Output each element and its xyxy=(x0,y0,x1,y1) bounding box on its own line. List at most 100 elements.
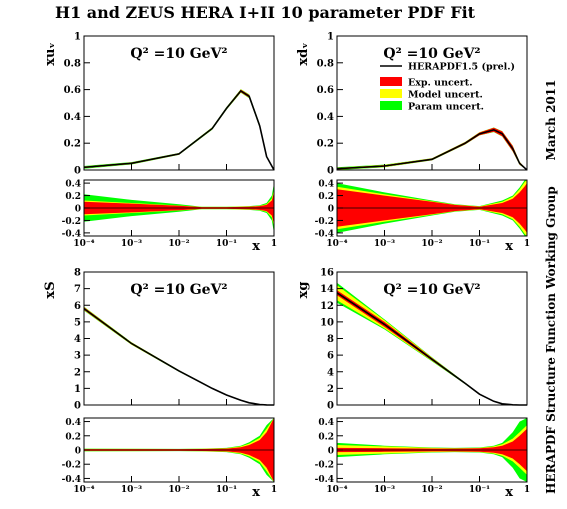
xtick-label: 10⁻¹ xyxy=(469,485,490,495)
ytick-label: 0.8 xyxy=(64,58,81,69)
panel-7: -0.4 -0.2 0 0.2 0.4 10⁻⁴ 10⁻³ 10⁻² 10⁻¹ 1 x xyxy=(315,417,530,500)
ytick-label: 1 xyxy=(74,32,81,43)
q2-label: Q² =10 GeV² xyxy=(383,282,480,298)
ytick-label: -0.4 xyxy=(315,475,334,485)
ytick-label: 0 xyxy=(75,447,81,457)
x-axis-label: x xyxy=(505,239,513,254)
legend-swatch-param xyxy=(380,101,402,110)
xtick-label: 10⁻² xyxy=(421,239,442,249)
ytick-label: -0.4 xyxy=(62,475,81,485)
ytick-label: 0.2 xyxy=(318,192,334,202)
band-exp-1 xyxy=(337,127,527,170)
ytick-label: -0.4 xyxy=(315,229,334,239)
xtick-label: 10⁻¹ xyxy=(469,239,490,249)
ytick-label: 2 xyxy=(74,367,81,378)
y-axis-label: xdᵥ xyxy=(296,42,311,65)
legend-label-exp: Exp. uncert. xyxy=(408,78,473,89)
xtick-label: 10⁻³ xyxy=(374,239,395,249)
ytick-label: 0.4 xyxy=(318,180,334,190)
central-line-2 xyxy=(83,307,275,406)
xtick-label: 10⁻⁴ xyxy=(73,239,94,249)
ytick-label: -0.2 xyxy=(315,461,334,471)
ytick-label: 2 xyxy=(327,384,334,395)
ytick-label: 0.4 xyxy=(64,112,81,123)
panel-1: 0 0.2 0.4 0.6 0.8 1 xdᵥ Q² =10 GeV² xyxy=(296,32,528,177)
legend-label-param: Param uncert. xyxy=(408,102,484,113)
legend-swatch-model xyxy=(380,89,402,98)
ytick-label: 7 xyxy=(74,284,81,295)
legend-swatch-exp xyxy=(380,77,402,86)
panel-5: -0.4 -0.2 0 0.2 0.4 10⁻⁴ 10⁻³ 10⁻² 10⁻¹ 1 x xyxy=(315,179,530,254)
panels: 0 0.2 0.4 0.6 0.8 1 xuᵥ Q² =10 GeV² 0 0.2 0.4 0.6 0.… xyxy=(43,32,530,501)
x-axis-label: x xyxy=(252,485,260,500)
ytick-label: 16 xyxy=(320,268,334,279)
ytick-label: 6 xyxy=(327,351,334,362)
ytick-label: 0 xyxy=(327,401,334,412)
ytick-label: -0.2 xyxy=(62,461,81,471)
xtick-label: 1 xyxy=(524,239,530,249)
ytick-label: 3 xyxy=(74,351,81,362)
band-param-3 xyxy=(337,282,527,405)
xtick-label: 10⁻¹ xyxy=(216,239,237,249)
ytick-label: 0.4 xyxy=(317,112,334,123)
ytick-label: 5 xyxy=(74,317,81,328)
ytick-label: 6 xyxy=(74,301,81,312)
ytick-label: 0.2 xyxy=(65,192,81,202)
panel-0: 0 0.2 0.4 0.6 0.8 1 xuᵥ Q² =10 GeV² xyxy=(43,32,275,177)
ytick-label: 0.6 xyxy=(64,85,81,96)
q2-label: Q² =10 GeV² xyxy=(383,46,480,62)
q2-label: Q² =10 GeV² xyxy=(130,46,227,62)
band-exp-2 xyxy=(84,307,274,405)
ytick-label: 0 xyxy=(328,205,334,215)
ytick-label: 0.4 xyxy=(65,180,81,190)
xtick-label: 10⁻⁴ xyxy=(73,485,94,495)
xtick-label: 10⁻¹ xyxy=(216,485,237,495)
ytick-label: 0 xyxy=(75,205,81,215)
panel-3: 0 2 4 6 8 10 12 14 16 xg Q² =10 GeV² xyxy=(296,268,528,412)
side-text-top: March 2011 xyxy=(544,80,558,161)
x-axis-label: x xyxy=(505,485,513,500)
xtick-label: 10⁻² xyxy=(168,239,189,249)
xtick-label: 10⁻³ xyxy=(121,239,142,249)
ytick-label: 4 xyxy=(74,334,81,345)
ytick-label: 8 xyxy=(74,268,81,279)
band-model-3 xyxy=(337,285,527,405)
ytick-label: 0.2 xyxy=(64,139,81,150)
ytick-label: 0 xyxy=(327,166,334,177)
xtick-label: 10⁻³ xyxy=(374,485,395,495)
ytick-label: 8 xyxy=(327,334,334,345)
panel-4: -0.4 -0.2 0 0.2 0.4 10⁻⁴ 10⁻³ 10⁻² 10⁻¹ 1 x xyxy=(62,179,277,254)
panel-2: 0 1 2 3 4 5 6 7 8 xS Q² =10 GeV² xyxy=(43,268,275,412)
ytick-label: 0.8 xyxy=(317,58,334,69)
ytick-label: 0.6 xyxy=(317,85,334,96)
xtick-label: 1 xyxy=(271,239,277,249)
ytick-label: 0 xyxy=(328,447,334,457)
ytick-label: 14 xyxy=(320,284,334,295)
central-line-1 xyxy=(336,128,528,171)
panel-6: -0.4 -0.2 0 0.2 0.4 10⁻⁴ 10⁻³ 10⁻² 10⁻¹ 1 x xyxy=(62,417,277,500)
ytick-label: 0.4 xyxy=(318,418,334,428)
xtick-label: 10⁻² xyxy=(168,485,189,495)
legend-label-central: HERAPDF1.5 (prel.) xyxy=(408,62,515,73)
q2-label: Q² =10 GeV² xyxy=(130,282,227,298)
y-axis-label: xuᵥ xyxy=(43,42,58,66)
ytick-label: 10 xyxy=(320,317,334,328)
x-axis-label: x xyxy=(252,239,260,254)
band-param-0 xyxy=(84,89,274,170)
band-exp-0 xyxy=(84,89,274,170)
side-text-bottom: HERAPDF Structure Function Working Group xyxy=(544,186,558,494)
ytick-label: -0.4 xyxy=(62,229,81,239)
ytick-label: 0.4 xyxy=(65,418,81,428)
ytick-label: 4 xyxy=(327,367,334,378)
band-model-2 xyxy=(84,306,274,405)
ytick-label: 1 xyxy=(327,32,334,43)
xtick-label: 10⁻⁴ xyxy=(326,239,347,249)
legend: HERAPDF1.5 (prel.) Exp. uncert.Model unce… xyxy=(380,62,515,113)
ytick-label: 0 xyxy=(74,401,81,412)
ytick-label: -0.2 xyxy=(315,217,334,227)
ytick-label: 12 xyxy=(320,301,334,312)
central-line-0 xyxy=(83,89,275,171)
ytick-label: 1 xyxy=(74,384,81,395)
ytick-label: 0.2 xyxy=(65,432,81,442)
